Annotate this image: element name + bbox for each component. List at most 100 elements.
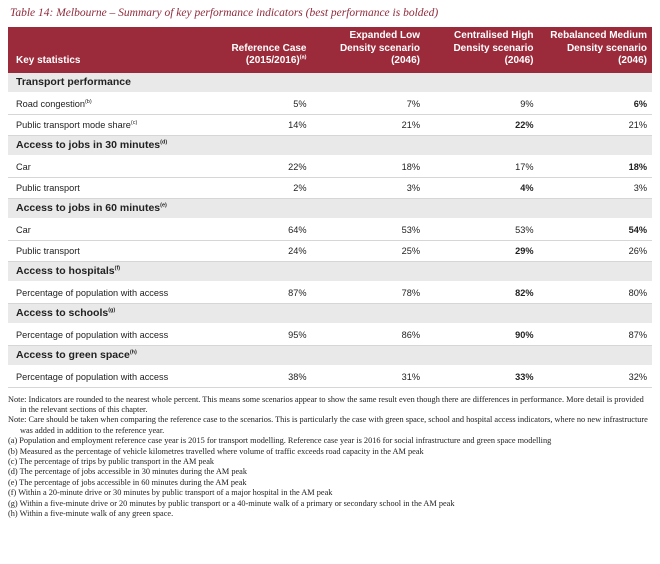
footnote-marker: (f) [114, 265, 121, 271]
column-header-text: Expanded Low Density scenario (2046) [339, 30, 420, 66]
table-cell: 90% [425, 323, 539, 346]
table-cell: 17% [425, 155, 539, 178]
note-line: Note: Care should be taken when comparin… [8, 415, 648, 435]
kpi-table: Key statistics Reference Case (2015/2016)… [8, 27, 652, 388]
note-line: (g) Within a five-minute drive or 20 min… [8, 498, 455, 508]
note-line: (d) The percentage of jobs accessible in… [8, 467, 248, 477]
footnote-marker: (h) [129, 349, 137, 355]
table-row: Road congestion(b) 5% 7% 9% 6% [8, 92, 652, 115]
table-row: Public transport 24% 25% 29% 26% [8, 240, 652, 262]
table-cell: 21% [311, 114, 425, 136]
note-line: (c) The percentage of trips by public tr… [8, 456, 215, 466]
section-title: Access to jobs in 30 minutes(d) [8, 135, 652, 157]
section-title: Transport performance [8, 72, 652, 94]
section-row: Access to hospitals(f) [8, 261, 652, 283]
section-title: Access to hospitals(f) [8, 261, 652, 283]
row-label: Public transport [8, 177, 198, 199]
section-title-text: Access to hospitals [16, 264, 115, 277]
table-cell: 95% [198, 323, 312, 346]
row-label-text: Car [16, 224, 31, 235]
table-cell: 14% [198, 114, 312, 136]
table-cell: 80% [538, 281, 652, 304]
section-row: Access to green space(h) [8, 345, 652, 367]
table-cell: 18% [311, 155, 425, 178]
table-row: Public transport mode share(c) 14% 21% 22% 2… [8, 114, 652, 136]
column-header-text: Reference Case (2015/2016) [231, 42, 307, 67]
row-label: Percentage of population with access [8, 365, 198, 388]
table-cell: 78% [311, 281, 425, 304]
footnote-marker: (a) [299, 54, 307, 61]
column-header-text: Centralised High Density scenario (2046) [453, 30, 534, 66]
table-row: Percentage of population with access 38% 3… [8, 365, 652, 388]
column-header: Reference Case (2015/2016)(a) [198, 27, 312, 73]
table-cell: 25% [311, 240, 425, 262]
table-cell: 21% [538, 114, 652, 136]
note-line: Note: Indicators are rounded to the near… [8, 394, 644, 414]
section-title: Access to green space(h) [8, 345, 652, 367]
table-cell: 64% [198, 218, 312, 241]
table-cell: 86% [311, 323, 425, 346]
section-title-text: Access to schools [16, 306, 109, 319]
table-cell: 26% [538, 240, 652, 262]
footnote-marker: (c) [130, 119, 138, 126]
row-label-text: Percentage of population with access [16, 371, 169, 382]
table-cell: 87% [538, 323, 652, 346]
table-notes: Note: Indicators are rounded to the near… [8, 395, 652, 520]
table-cell: 22% [425, 114, 539, 136]
section-title: Access to schools(g) [8, 303, 652, 325]
row-label-text: Car [16, 161, 31, 172]
header-row: Key statistics Reference Case (2015/2016)… [8, 27, 652, 73]
section-title-text: Access to jobs in 60 minutes [16, 201, 161, 214]
table-row: Car 22% 18% 17% 18% [8, 155, 652, 178]
table-row: Public transport 2% 3% 4% 3% [8, 177, 652, 199]
row-label-text: Road congestion [16, 98, 85, 109]
table-cell: 38% [198, 365, 312, 388]
table-cell: 6% [538, 92, 652, 115]
table-cell: 33% [425, 365, 539, 388]
column-header: Expanded Low Density scenario (2046) [311, 27, 425, 73]
table-cell: 24% [198, 240, 312, 262]
table-cell: 2% [198, 177, 312, 199]
table-cell: 5% [198, 92, 312, 115]
table-cell: 54% [538, 218, 652, 241]
footnote-marker: (g) [108, 307, 116, 313]
row-label-text: Public transport [16, 245, 80, 256]
section-title-text: Access to jobs in 30 minutes [16, 138, 161, 151]
row-label: Public transport mode share(c) [8, 114, 198, 136]
row-label: Percentage of population with access [8, 281, 198, 304]
table-cell: 53% [311, 218, 425, 241]
note-line: (h) Within a five-minute walk of any gre… [8, 508, 174, 518]
table-row: Car 64% 53% 53% 54% [8, 218, 652, 241]
row-label: Car [8, 155, 198, 178]
table-caption: Table 14: Melbourne – Summary of key per… [10, 7, 439, 19]
table-cell: 3% [538, 177, 652, 199]
table-cell: 18% [538, 155, 652, 178]
footnote-marker: (d) [160, 139, 168, 145]
column-header: Key statistics [8, 27, 198, 73]
row-label-text: Percentage of population with access [16, 329, 169, 340]
section-row: Access to schools(g) [8, 303, 652, 325]
table-row: Percentage of population with access 87% 7… [8, 281, 652, 304]
footnote-marker: (e) [160, 202, 167, 208]
column-header: Rebalanced Medium Density scenario (2046… [538, 27, 652, 73]
note-line: (e) The percentage of jobs accessible in… [8, 477, 247, 487]
row-label: Road congestion(b) [8, 92, 198, 115]
table-cell: 9% [425, 92, 539, 115]
table-row: Percentage of population with access 95% 8… [8, 323, 652, 346]
table-cell: 31% [311, 365, 425, 388]
column-header-text: Rebalanced Medium Density scenario (2046… [550, 30, 647, 66]
section-row: Access to jobs in 30 minutes(d) [8, 135, 652, 157]
section-row: Access to jobs in 60 minutes(e) [8, 198, 652, 220]
table-cell: 53% [425, 218, 539, 241]
row-label: Percentage of population with access [8, 323, 198, 346]
table-cell: 3% [311, 177, 425, 199]
table-cell: 32% [538, 365, 652, 388]
table-cell: 22% [198, 155, 312, 178]
table-cell: 7% [311, 92, 425, 115]
table-cell: 82% [425, 281, 539, 304]
table-cell: 87% [198, 281, 312, 304]
page: Table 14: Melbourne – Summary of key per… [8, 7, 652, 520]
table-cell: 4% [425, 177, 539, 199]
section-title-text: Access to green space [16, 348, 130, 361]
note-line: (f) Within a 20-minute drive or 30 minut… [8, 488, 333, 498]
